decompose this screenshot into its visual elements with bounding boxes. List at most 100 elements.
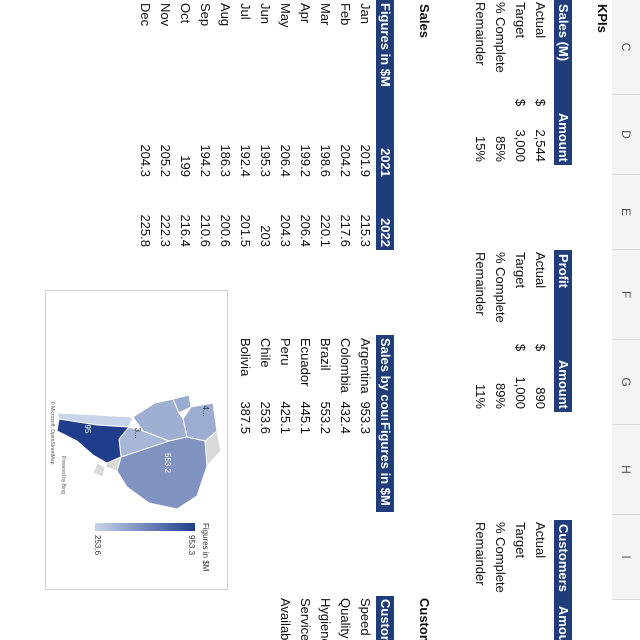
- row-label: Actual: [533, 252, 548, 289]
- table-header: Amount: [554, 340, 572, 412]
- section-title: KPIs: [595, 4, 610, 33]
- row-label: Target: [513, 522, 528, 559]
- section-title: Customers: [417, 598, 432, 640]
- customer-criterion: Service: [298, 598, 313, 640]
- value-cell: 210.6: [198, 214, 213, 247]
- amount: 2,544: [533, 129, 548, 162]
- month-label: Sep: [198, 3, 213, 27]
- column-header[interactable]: H: [612, 425, 640, 515]
- month-label: Jan: [358, 3, 373, 24]
- value-cell: 194.2: [198, 144, 213, 177]
- customer-criterion: Hygiene: [318, 598, 333, 640]
- amount: 15%: [473, 135, 488, 162]
- row-label: % Complete: [493, 522, 508, 593]
- country-value: 445.1: [298, 401, 313, 434]
- map-attribution: © Microsoft, OpenStreetMap: [49, 401, 56, 465]
- row-label: % Complete: [493, 252, 508, 323]
- value-cell: 225.8: [138, 214, 153, 247]
- country-label: Peru: [278, 338, 293, 366]
- value-cell: 195.3: [258, 144, 273, 177]
- row-label: Actual: [533, 522, 548, 559]
- map-data-label: 95: [83, 425, 92, 434]
- country-label: Brazil: [318, 338, 333, 371]
- table-header: Figures in $M: [376, 420, 394, 512]
- table-header: 2022: [376, 180, 394, 250]
- legend-title: Figures in $M: [201, 523, 210, 572]
- month-label: Jun: [258, 3, 273, 24]
- month-label: Oct: [178, 3, 193, 24]
- amount: 1,000: [513, 376, 528, 409]
- value-cell: 201.9: [358, 144, 373, 177]
- row-label: Remainder: [473, 2, 488, 66]
- country-value: 253.6: [258, 401, 273, 434]
- country-label: Argentina: [358, 338, 373, 394]
- row-label: % Complete: [493, 2, 508, 73]
- country-value: 553.2: [318, 401, 333, 434]
- column-header[interactable]: F: [612, 250, 640, 340]
- customer-criterion: Availability: [278, 598, 293, 640]
- table-header: Customer: [376, 596, 394, 640]
- value-cell: 199.2: [298, 144, 313, 177]
- value-cell: 199: [178, 155, 193, 177]
- value-cell: 220.1: [318, 214, 333, 247]
- table-header: Sales by country: [376, 335, 394, 420]
- month-label: Dec: [138, 3, 153, 27]
- value-cell: 222.3: [158, 214, 173, 247]
- table-header: Amount: [554, 95, 572, 165]
- column-header[interactable]: D: [612, 95, 640, 175]
- country-shape: [56, 418, 131, 464]
- map-data-label: 3...: [133, 427, 142, 438]
- legend-max: 953.3: [187, 535, 196, 556]
- month-label: Aug: [218, 3, 233, 27]
- row-label: Actual: [533, 2, 548, 39]
- row-label: Remainder: [473, 522, 488, 586]
- row-label: Target: [513, 2, 528, 39]
- column-header[interactable]: C: [612, 0, 640, 95]
- column-header[interactable]: E: [612, 175, 640, 250]
- value-cell: 206.4: [298, 214, 313, 247]
- map-data-label: 4...: [201, 405, 210, 416]
- table-header: Figures in $M: [376, 0, 394, 95]
- column-header[interactable]: I: [612, 515, 640, 600]
- customer-criterion: Quality: [338, 598, 353, 639]
- country-no-data: [92, 462, 106, 478]
- value-cell: 204.3: [138, 144, 153, 177]
- map-canvas: 553.2 95 3... 4... Powered by Bing © Microsof…: [49, 394, 222, 572]
- table-header: Customers: [554, 520, 572, 598]
- country-label: Chile: [258, 338, 273, 368]
- row-label: Remainder: [473, 252, 488, 316]
- amount: 89%: [493, 382, 508, 409]
- value-cell: 217.6: [338, 214, 353, 247]
- value-cell: 201.5: [238, 214, 253, 247]
- value-cell: 198.6: [318, 144, 333, 177]
- value-cell: 200.6: [218, 214, 233, 247]
- value-cell: 192.4: [238, 144, 253, 177]
- value-cell: 203: [258, 225, 273, 247]
- amount: 85%: [493, 135, 508, 162]
- month-label: Apr: [298, 3, 313, 24]
- month-label: Feb: [338, 3, 353, 26]
- value-cell: 215.3: [358, 214, 373, 247]
- country-value: 425.1: [278, 401, 293, 434]
- month-label: Jul: [238, 3, 253, 20]
- value-cell: 204.3: [278, 214, 293, 247]
- month-label: Mar: [318, 3, 333, 26]
- amount: 11%: [473, 383, 488, 409]
- table-header: Amount: [554, 598, 572, 640]
- row-label: Target: [513, 252, 528, 289]
- country-value: 953.3: [358, 401, 373, 434]
- table-header: 2021: [376, 95, 394, 180]
- month-label: Nov: [158, 3, 173, 27]
- map-data-label: 553.2: [163, 453, 172, 474]
- value-cell: 206.4: [278, 144, 293, 177]
- amount: 3,000: [513, 129, 528, 162]
- map-chart: 553.2 95 3... 4... Powered by Bing © Microsof…: [45, 290, 228, 590]
- customer-criterion: Speed: [358, 598, 373, 636]
- map-attribution: Powered by Bing: [60, 456, 66, 494]
- country-label: Bolivia: [238, 338, 253, 377]
- value-cell: 186.3: [218, 144, 233, 177]
- country-label: Colombia: [338, 338, 353, 393]
- column-header[interactable]: G: [612, 340, 640, 425]
- amount: 890: [533, 387, 548, 409]
